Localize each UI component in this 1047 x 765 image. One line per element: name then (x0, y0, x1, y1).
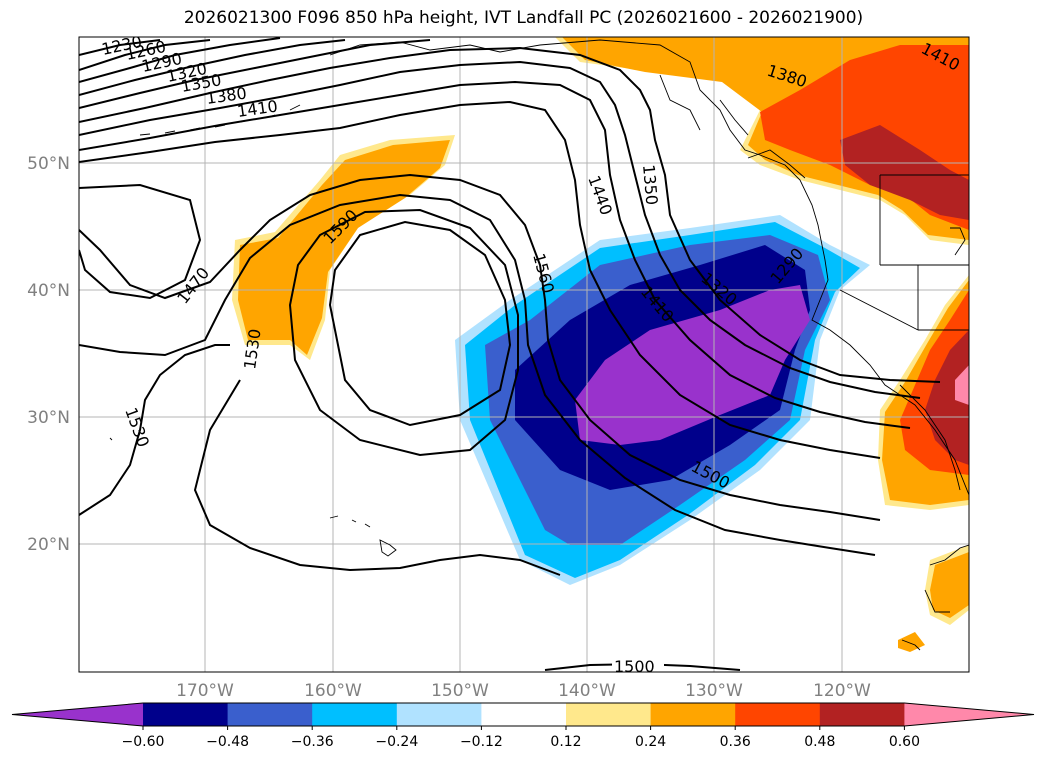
lon-label: 120°W (813, 681, 871, 701)
colorbar-segment (481, 703, 567, 726)
map-area: 1230 1260 1290 1320 1350 1380 1410 1440 … (79, 37, 969, 676)
colorbar-tick-label: 0.48 (804, 734, 835, 750)
colorbar-tick-label: −0.36 (291, 734, 334, 750)
longitude-labels: 170°W 160°W 150°W 140°W 130°W 120°W (176, 681, 871, 701)
lon-label: 170°W (176, 681, 234, 701)
gridlines (79, 37, 969, 672)
map-frame (78, 36, 970, 673)
lat-label: 40°N (27, 281, 70, 301)
colorbar-segment (566, 703, 652, 726)
colorbar-tick-label: 0.60 (889, 734, 920, 750)
colorbar-segment (312, 703, 398, 726)
contour-label: 1500 (614, 657, 655, 676)
colorbar-segment (819, 703, 905, 726)
colorbar-tick-label: −0.12 (460, 734, 503, 750)
lon-label: 150°W (431, 681, 489, 701)
lon-label: 140°W (558, 681, 616, 701)
colorbar: −0.60 −0.48 −0.36 −0.24 −0.12 0.12 0.24 0.36 0.4… (11, 702, 1035, 750)
lat-label: 30°N (27, 408, 70, 428)
latitude-labels: 50°N 40°N 30°N 20°N (27, 154, 70, 555)
lon-label: 130°W (685, 681, 743, 701)
height-contours (79, 37, 941, 671)
colorbar-tick-label: −0.24 (375, 734, 418, 750)
colorbar-tick-label: 0.24 (635, 734, 666, 750)
colorbar-tick-label: 0.12 (550, 734, 581, 750)
colorbar-segment (227, 703, 313, 726)
lat-label: 20°N (27, 535, 70, 555)
colorbar-tick-label: 0.36 (720, 734, 751, 750)
map-title: 2026021300 F096 850 hPa height, IVT Land… (183, 8, 864, 28)
lat-label: 50°N (27, 154, 70, 174)
colorbar-segment (650, 703, 736, 726)
colorbar-tick-label: −0.48 (206, 734, 249, 750)
lon-label: 160°W (304, 681, 362, 701)
colorbar-segment (735, 703, 821, 726)
colorbar-extend-low (12, 703, 143, 726)
colorbar-segment (143, 703, 229, 726)
colorbar-segment (396, 703, 482, 726)
contour-label: 1350 (639, 164, 661, 206)
ivt-negative-shading (455, 215, 870, 585)
colorbar-tick-label: −0.60 (122, 734, 165, 750)
colorbar-extend-high (904, 703, 1034, 726)
